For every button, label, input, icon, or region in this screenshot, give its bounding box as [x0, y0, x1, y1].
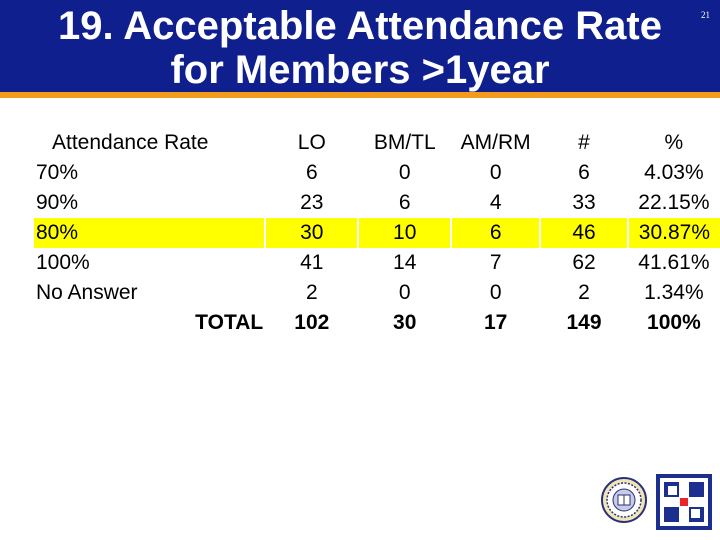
- cell-percent: 1.34%: [644, 281, 704, 304]
- cell-bm-tl: 14: [393, 251, 417, 274]
- total-label: TOTAL: [195, 311, 264, 334]
- cell-lo: 41: [300, 251, 324, 274]
- cell-lo: 30: [265, 218, 360, 248]
- cell-percent: 4.03%: [644, 161, 704, 184]
- row-label: 100%: [36, 251, 90, 274]
- title-line-2: for Members >1year: [170, 48, 550, 92]
- cell-percent: 41.61%: [638, 251, 710, 274]
- table-row: 100% 41 14 7 62 41.61%: [34, 248, 720, 278]
- header-count: #: [578, 131, 590, 154]
- cell-lo: 23: [300, 191, 324, 214]
- header-attendance-rate: Attendance Rate: [52, 131, 209, 154]
- cross-emblem-icon: [656, 474, 712, 530]
- table-row: 90% 23 6 4 33 22.15%: [34, 188, 720, 218]
- attendance-table: Attendance Rate LO BM/TL AM/RM # % 70% 6…: [34, 128, 720, 338]
- cell-am-rm: 6: [451, 218, 542, 248]
- table-header-row: Attendance Rate LO BM/TL AM/RM # %: [34, 128, 720, 158]
- row-label: 80%: [34, 218, 267, 248]
- table-row-highlighted: 80% 30 10 6 46 30.87%: [34, 218, 720, 248]
- cell-lo: 2: [305, 281, 318, 304]
- university-seal-icon: [601, 477, 647, 523]
- cell-am-rm: 7: [489, 251, 502, 274]
- total-bm-tl: 30: [393, 311, 417, 334]
- slide-title: 19. Acceptable Attendance Rate for Membe…: [0, 4, 720, 92]
- cell-bm-tl: 0: [398, 161, 411, 184]
- accent-bar: [0, 92, 720, 98]
- cell-am-rm: 4: [489, 191, 502, 214]
- row-label: 90%: [36, 191, 79, 214]
- cell-am-rm: 0: [489, 281, 502, 304]
- total-count: 149: [566, 311, 602, 334]
- header-percent: %: [664, 131, 684, 154]
- cell-count: 2: [578, 281, 590, 304]
- total-lo: 102: [294, 311, 330, 334]
- title-banner: 19. Acceptable Attendance Rate for Membe…: [0, 0, 720, 92]
- cell-percent: 30.87%: [627, 218, 720, 248]
- cell-bm-tl: 6: [398, 191, 411, 214]
- table-row: No Answer 2 0 0 2 1.34%: [34, 278, 720, 308]
- table-row: 70% 6 0 0 6 4.03%: [34, 158, 720, 188]
- cell-percent: 22.15%: [638, 191, 710, 214]
- cell-bm-tl: 10: [358, 218, 453, 248]
- total-percent: 100%: [647, 311, 701, 334]
- total-am-rm: 17: [483, 311, 508, 334]
- slide-number: 21: [701, 10, 710, 20]
- header-bm-tl: BM/TL: [373, 131, 436, 154]
- cell-count: 33: [572, 191, 596, 214]
- row-label: 70%: [36, 161, 79, 184]
- header-am-rm: AM/RM: [460, 131, 531, 154]
- table-total-row: TOTAL 102 30 17 149 100%: [34, 308, 720, 338]
- cell-count: 62: [572, 251, 596, 274]
- title-line-1: 19. Acceptable Attendance Rate: [58, 4, 662, 48]
- cell-count: 6: [578, 161, 590, 184]
- cell-am-rm: 0: [489, 161, 502, 184]
- cell-lo: 6: [305, 161, 318, 184]
- header-lo: LO: [297, 131, 326, 154]
- cell-bm-tl: 0: [398, 281, 411, 304]
- cell-count: 46: [540, 218, 629, 248]
- row-label: No Answer: [36, 281, 138, 304]
